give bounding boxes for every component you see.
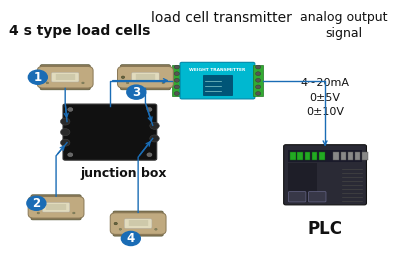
FancyBboxPatch shape: [288, 163, 318, 202]
Circle shape: [32, 206, 35, 209]
Text: WEIGHT TRANSMITTER: WEIGHT TRANSMITTER: [189, 69, 246, 72]
Circle shape: [126, 82, 129, 84]
FancyBboxPatch shape: [288, 150, 363, 162]
FancyBboxPatch shape: [308, 192, 326, 202]
Bar: [312, 152, 317, 160]
Bar: [362, 152, 368, 160]
Circle shape: [256, 78, 261, 82]
FancyBboxPatch shape: [110, 213, 166, 234]
Text: load cell transmitter: load cell transmitter: [150, 11, 292, 25]
Circle shape: [68, 153, 73, 157]
Circle shape: [60, 118, 70, 125]
FancyBboxPatch shape: [253, 65, 263, 96]
Text: 4: 4: [127, 232, 135, 245]
FancyBboxPatch shape: [51, 72, 79, 82]
Circle shape: [121, 76, 125, 79]
FancyBboxPatch shape: [42, 203, 70, 212]
FancyBboxPatch shape: [288, 192, 306, 202]
Circle shape: [155, 228, 157, 230]
FancyBboxPatch shape: [113, 229, 163, 236]
Circle shape: [27, 196, 46, 210]
Circle shape: [121, 231, 140, 246]
FancyBboxPatch shape: [118, 66, 173, 88]
Circle shape: [174, 92, 179, 95]
FancyBboxPatch shape: [172, 65, 182, 96]
Circle shape: [256, 85, 261, 89]
Circle shape: [28, 70, 47, 84]
Bar: [290, 152, 296, 160]
FancyBboxPatch shape: [31, 213, 81, 220]
Circle shape: [82, 82, 84, 84]
Text: 4 s type load cells: 4 s type load cells: [9, 24, 150, 38]
Circle shape: [60, 129, 70, 136]
Circle shape: [174, 72, 179, 76]
Circle shape: [147, 153, 152, 157]
FancyBboxPatch shape: [284, 145, 367, 205]
FancyBboxPatch shape: [120, 65, 171, 72]
Bar: [319, 152, 325, 160]
FancyBboxPatch shape: [40, 83, 90, 90]
Circle shape: [60, 139, 70, 146]
Circle shape: [114, 222, 117, 225]
FancyBboxPatch shape: [120, 83, 171, 90]
Text: 2: 2: [32, 197, 40, 210]
Circle shape: [256, 92, 261, 95]
Bar: [340, 152, 346, 160]
Text: junction box: junction box: [80, 167, 167, 180]
Circle shape: [150, 122, 159, 129]
Circle shape: [68, 108, 73, 111]
Text: PLC: PLC: [308, 220, 342, 237]
FancyBboxPatch shape: [203, 75, 232, 95]
Text: 4~20mA
0±5V
0±10V: 4~20mA 0±5V 0±10V: [301, 78, 350, 117]
Circle shape: [127, 85, 146, 99]
FancyBboxPatch shape: [124, 219, 152, 228]
Bar: [348, 152, 353, 160]
FancyBboxPatch shape: [28, 196, 84, 218]
Circle shape: [174, 78, 179, 82]
Text: analog output
signal: analog output signal: [301, 11, 388, 40]
Bar: [355, 152, 361, 160]
Bar: [297, 152, 303, 160]
Circle shape: [174, 85, 179, 89]
FancyBboxPatch shape: [40, 65, 90, 72]
FancyBboxPatch shape: [63, 104, 157, 160]
Circle shape: [46, 82, 49, 84]
Circle shape: [41, 76, 44, 79]
Text: 1: 1: [34, 71, 42, 84]
Circle shape: [162, 82, 164, 84]
Circle shape: [256, 65, 261, 69]
FancyBboxPatch shape: [31, 195, 81, 202]
Bar: [305, 152, 310, 160]
Circle shape: [174, 65, 179, 69]
FancyBboxPatch shape: [113, 211, 163, 218]
Circle shape: [256, 72, 261, 76]
Text: 3: 3: [132, 86, 140, 99]
FancyBboxPatch shape: [37, 66, 93, 88]
Circle shape: [147, 108, 152, 111]
FancyBboxPatch shape: [180, 62, 255, 99]
FancyBboxPatch shape: [132, 72, 159, 82]
Bar: [333, 152, 339, 160]
Circle shape: [37, 212, 40, 214]
Circle shape: [150, 135, 159, 142]
Circle shape: [119, 228, 122, 230]
Circle shape: [73, 212, 75, 214]
